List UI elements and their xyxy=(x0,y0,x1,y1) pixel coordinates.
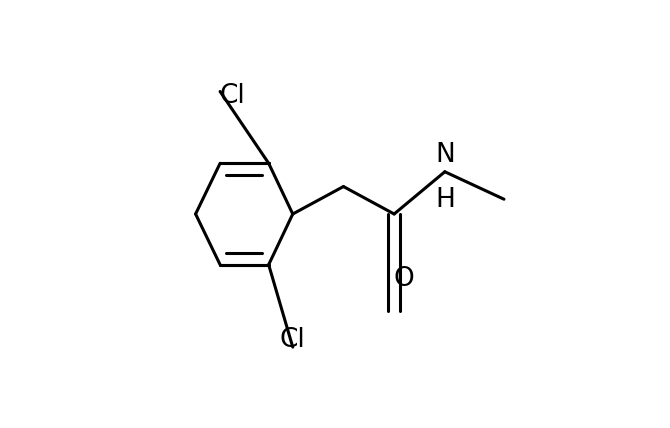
Text: Cl: Cl xyxy=(220,83,246,109)
Text: O: O xyxy=(393,266,414,292)
Text: H: H xyxy=(435,187,455,213)
Text: N: N xyxy=(435,142,455,167)
Text: Cl: Cl xyxy=(280,327,306,354)
